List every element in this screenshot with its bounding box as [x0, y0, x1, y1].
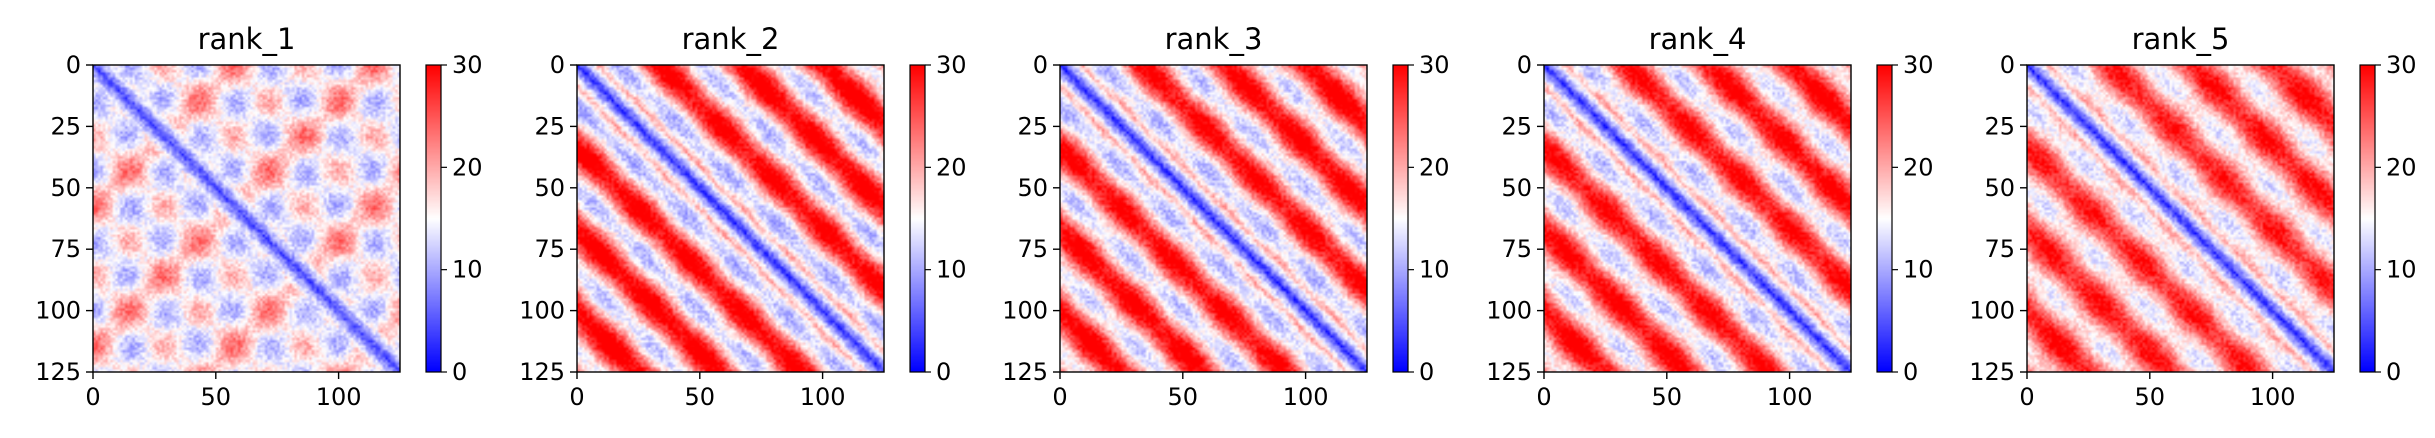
panel-title: rank_5 [2132, 22, 2230, 56]
colorbar-tick-label: 30 [1419, 51, 1450, 79]
colorbar-tick-label: 20 [452, 153, 483, 181]
colorbar-tick-label: 0 [1419, 358, 1434, 386]
y-tick-label: 75 [1984, 235, 2015, 263]
colorbar-frame [425, 64, 442, 373]
y-tick-label: 125 [519, 358, 565, 386]
axes-frame [1543, 64, 1852, 373]
y-tick-label: 50 [50, 174, 81, 202]
colorbar-gradient [1393, 65, 1408, 372]
colorbar-tick-label: 20 [2386, 153, 2417, 181]
colorbar-frame [1876, 64, 1893, 373]
y-tick-label: 50 [534, 174, 565, 202]
colorbar-gradient [1877, 65, 1892, 372]
y-tick-label: 0 [2000, 51, 2015, 79]
y-tick-label: 75 [1501, 235, 1532, 263]
y-tick-label: 0 [66, 51, 81, 79]
y-tick-label: 50 [1017, 174, 1048, 202]
x-tick-label: 50 [2135, 383, 2166, 411]
y-tick-label: 75 [534, 235, 565, 263]
colorbar-gradient [426, 65, 441, 372]
colorbar-tick-label: 20 [1903, 153, 1934, 181]
colorbar-tick-label: 30 [2386, 51, 2417, 79]
x-tick-label: 0 [569, 383, 584, 411]
axes-frame [576, 64, 885, 373]
x-tick-label: 0 [1536, 383, 1551, 411]
y-tick-label: 25 [1501, 112, 1532, 140]
y-tick-label: 100 [1969, 297, 2015, 325]
y-tick-label: 0 [550, 51, 565, 79]
colorbar-frame [909, 64, 926, 373]
heatmap-image [1544, 65, 1851, 372]
x-tick-label: 100 [316, 383, 362, 411]
colorbar-tick-label: 0 [2386, 358, 2401, 386]
y-tick-label: 25 [534, 112, 565, 140]
colorbar-tick-label: 10 [2386, 256, 2417, 284]
colorbar-tick-label: 10 [1903, 256, 1934, 284]
y-tick-label: 125 [1002, 358, 1048, 386]
x-tick-label: 50 [685, 383, 716, 411]
colorbar-tick-label: 30 [1903, 51, 1934, 79]
colorbar-tick-label: 0 [1903, 358, 1918, 386]
y-tick-label: 0 [1033, 51, 1048, 79]
panel-title: rank_1 [198, 22, 296, 56]
y-tick-label: 25 [1017, 112, 1048, 140]
colorbar-frame [2359, 64, 2376, 373]
axes-frame [92, 64, 401, 373]
panel-title: rank_3 [1165, 22, 1263, 56]
y-tick-label: 50 [1501, 174, 1532, 202]
panel-title: rank_2 [682, 22, 780, 56]
y-tick-label: 75 [50, 235, 81, 263]
x-tick-label: 100 [2250, 383, 2296, 411]
colorbar-tick-label: 10 [452, 256, 483, 284]
colorbar-gradient [2360, 65, 2375, 372]
colorbar-tick-label: 10 [936, 256, 967, 284]
colorbar-tick-label: 0 [936, 358, 951, 386]
y-tick-label: 100 [1002, 297, 1048, 325]
colorbar-tick-label: 20 [1419, 153, 1450, 181]
x-tick-label: 50 [201, 383, 232, 411]
axes-frame [2026, 64, 2335, 373]
x-tick-label: 0 [2019, 383, 2034, 411]
x-tick-label: 100 [800, 383, 846, 411]
y-tick-label: 100 [35, 297, 81, 325]
colorbar-tick-label: 0 [452, 358, 467, 386]
y-tick-label: 25 [1984, 112, 2015, 140]
y-tick-label: 125 [35, 358, 81, 386]
heatmap-image [1060, 65, 1367, 372]
x-tick-label: 100 [1283, 383, 1329, 411]
y-tick-label: 125 [1486, 358, 1532, 386]
x-tick-label: 0 [85, 383, 100, 411]
colorbar-frame [1392, 64, 1409, 373]
y-tick-label: 75 [1017, 235, 1048, 263]
y-tick-label: 100 [519, 297, 565, 325]
panel-title: rank_4 [1649, 22, 1747, 56]
axes-frame [1059, 64, 1368, 373]
y-tick-label: 100 [1486, 297, 1532, 325]
heatmap-image [2027, 65, 2334, 372]
y-tick-label: 25 [50, 112, 81, 140]
colorbar-tick-label: 30 [452, 51, 483, 79]
colorbar-tick-label: 30 [936, 51, 967, 79]
x-tick-label: 100 [1767, 383, 1813, 411]
x-tick-label: 50 [1168, 383, 1199, 411]
y-tick-label: 0 [1517, 51, 1532, 79]
heatmap-image [93, 65, 400, 372]
x-tick-label: 0 [1052, 383, 1067, 411]
colorbar-tick-label: 10 [1419, 256, 1450, 284]
colorbar-gradient [910, 65, 925, 372]
y-tick-label: 50 [1984, 174, 2015, 202]
y-tick-label: 125 [1969, 358, 2015, 386]
colorbar-tick-label: 20 [936, 153, 967, 181]
x-tick-label: 50 [1652, 383, 1683, 411]
heatmap-image [577, 65, 884, 372]
